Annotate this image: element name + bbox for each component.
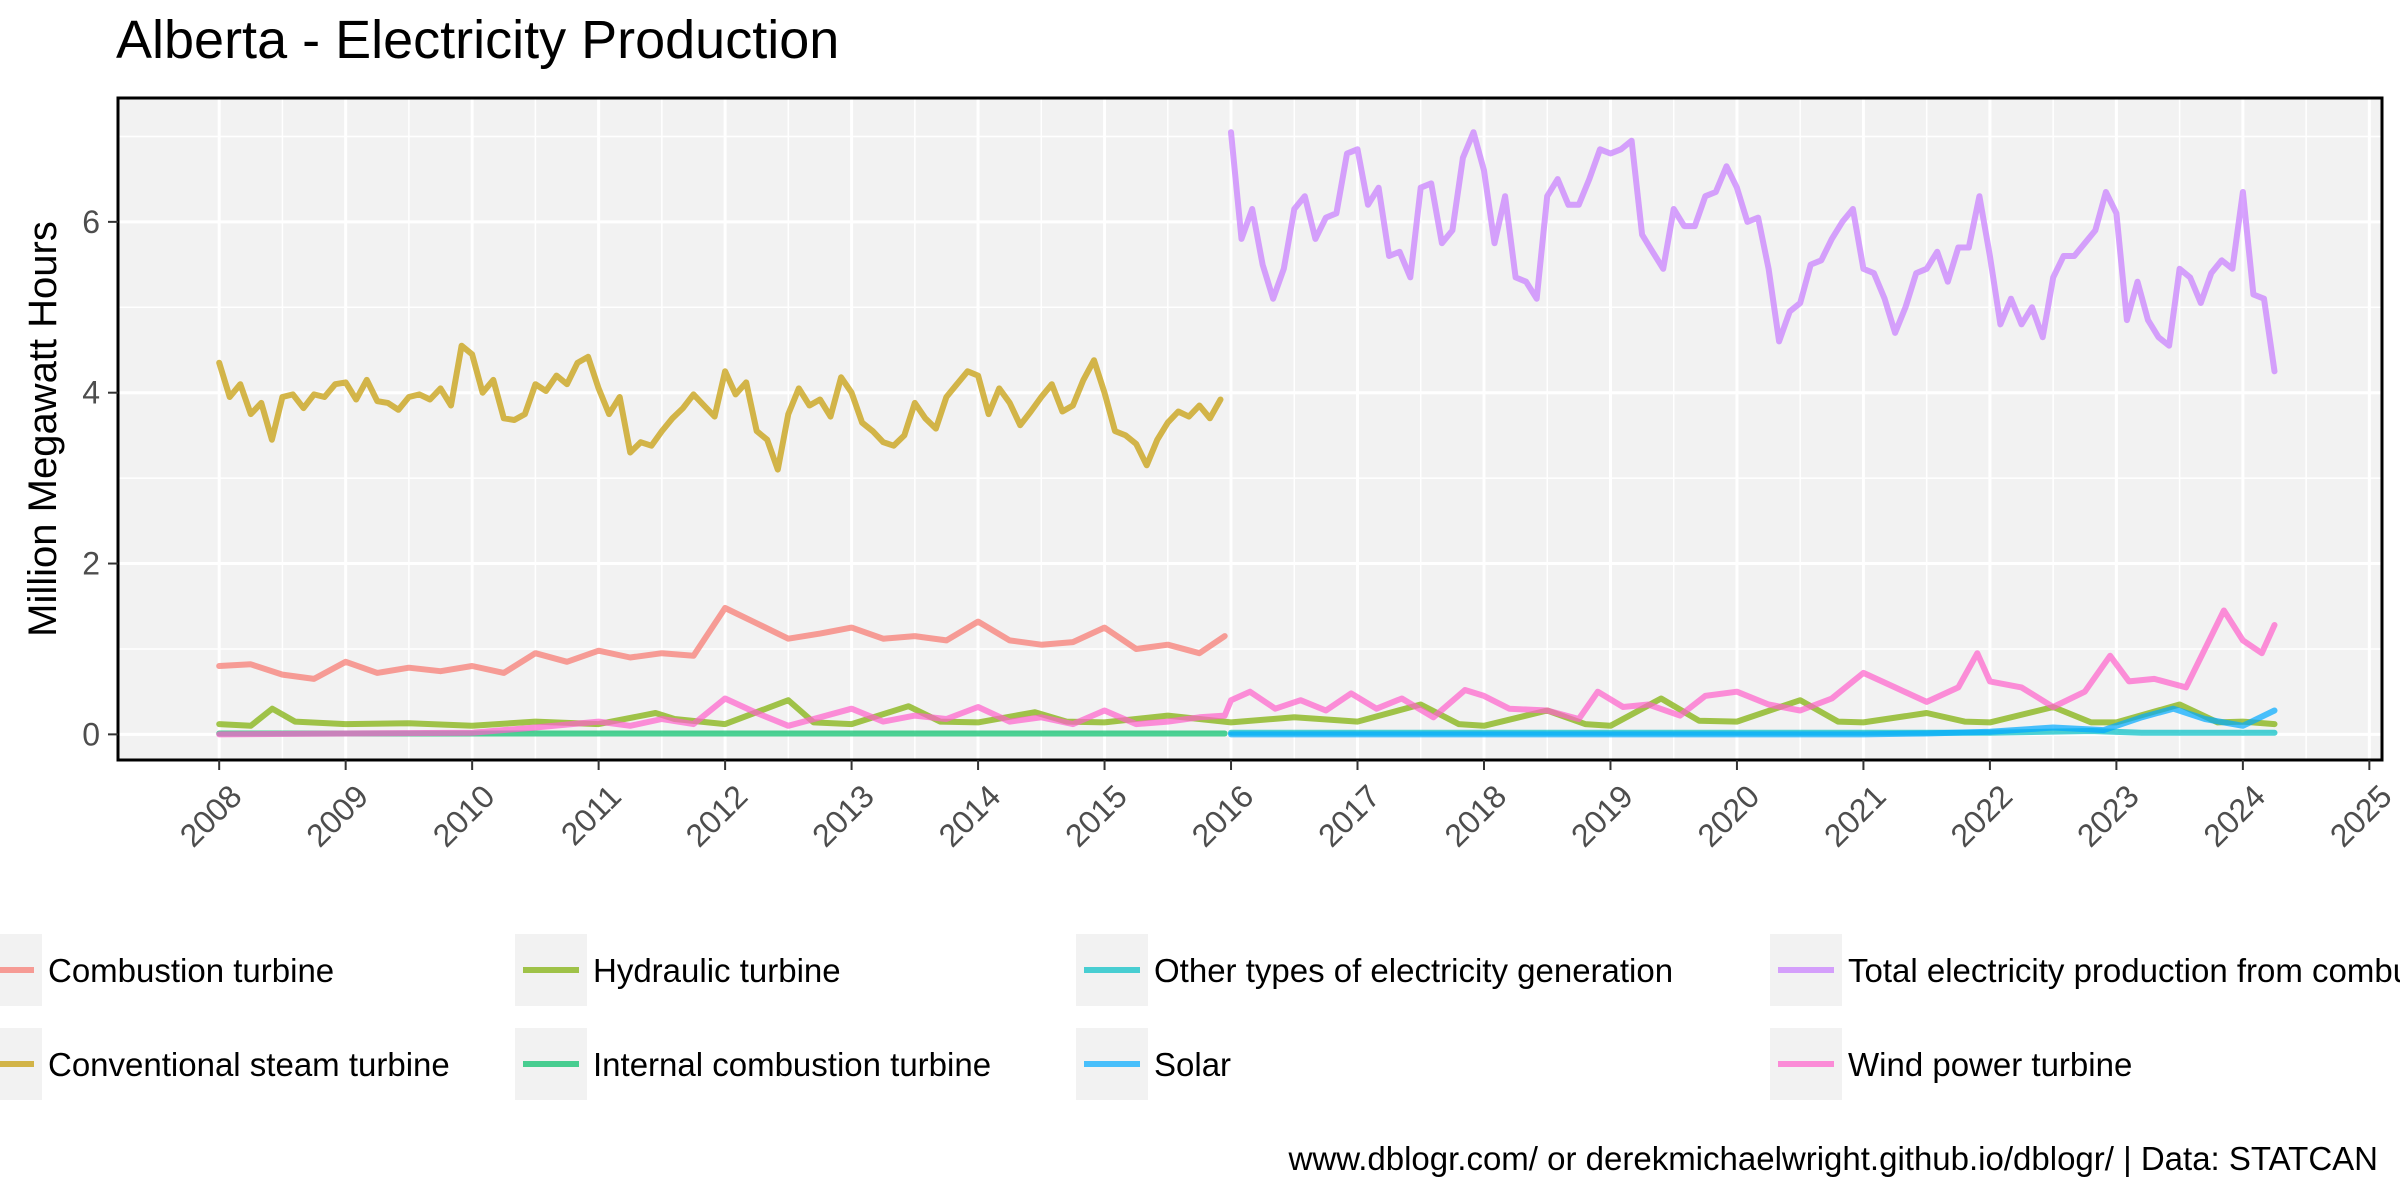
x-tick-label: 2008 — [173, 778, 249, 854]
plot-panel — [118, 98, 2382, 760]
x-tick-label: 2021 — [1817, 778, 1893, 854]
series-lines — [216, 129, 2278, 738]
x-tick-label: 2022 — [1943, 778, 2019, 854]
legend-label: Conventional steam turbine — [48, 1046, 450, 1083]
x-tick-label: 2018 — [1438, 778, 1514, 854]
x-tick-label: 2011 — [554, 778, 628, 852]
series-line — [1228, 129, 2278, 375]
y-tick-label: 0 — [82, 716, 100, 752]
x-tick-label: 2012 — [679, 778, 755, 854]
legend: Combustion turbine Conventional steam tur… — [0, 934, 2400, 1100]
caption: www.dblogr.com/ or derekmichaelwright.gi… — [1288, 1140, 2378, 1177]
x-tick-label: 2009 — [299, 778, 375, 854]
x-tick-label: 2016 — [1185, 778, 1261, 854]
y-axis: 0 2 4 6 — [82, 204, 118, 752]
x-tick-label: 2014 — [932, 778, 1008, 854]
x-tick-label: 2025 — [2323, 778, 2399, 854]
legend-label: Hydraulic turbine — [593, 952, 841, 989]
x-tick-label: 2020 — [1691, 778, 1767, 854]
y-tick-label: 6 — [82, 204, 100, 240]
legend-label: Other types of electricity generation — [1154, 952, 1673, 989]
y-axis-label: Million Megawatt Hours — [21, 221, 65, 637]
legend-label: Total electricity production from combus… — [1848, 952, 2400, 989]
x-tick-label: 2015 — [1058, 778, 1134, 854]
y-tick-label: 2 — [82, 546, 100, 582]
x-tick-label: 2019 — [1564, 778, 1640, 854]
legend-label: Solar — [1154, 1046, 1231, 1083]
chart-title: Alberta - Electricity Production — [116, 10, 839, 70]
y-tick-label: 4 — [82, 375, 100, 411]
series-line — [216, 607, 2278, 738]
legend-label: Combustion turbine — [48, 952, 334, 989]
x-tick-label: 2010 — [426, 778, 502, 854]
x-tick-label: 2017 — [1311, 778, 1387, 854]
legend-label: Internal combustion turbine — [593, 1046, 991, 1083]
x-tick-label: 2023 — [2070, 778, 2146, 854]
series-line — [216, 342, 1224, 473]
x-tick-label: 2024 — [2196, 778, 2272, 854]
x-axis: 2008 2009 2010 2011 2012 2013 2014 2015 2016 2017… — [173, 760, 2399, 854]
legend-label: Wind power turbine — [1848, 1046, 2132, 1083]
plot-border — [116, 96, 2384, 762]
series-line — [1228, 705, 2278, 738]
series-line — [216, 605, 1228, 682]
x-tick-label: 2013 — [805, 778, 881, 854]
